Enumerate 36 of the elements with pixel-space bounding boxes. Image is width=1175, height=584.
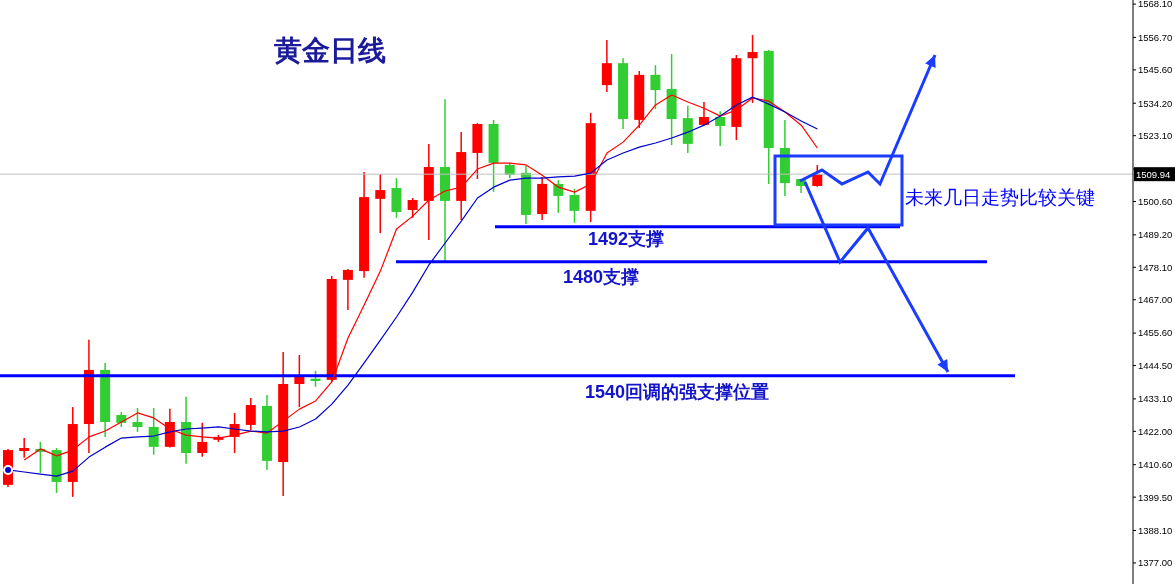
y-tick-label: 1388.10 [1138,524,1173,536]
y-tick-label: 1568.10 [1138,0,1173,10]
candlestick [245,397,256,431]
candlestick [294,354,305,408]
candlestick [407,197,418,219]
annotation: 未来几日走势比较关键 [905,186,1095,210]
candlestick [650,64,661,110]
candlestick [391,177,402,219]
y-tick-label: 1422.00 [1138,425,1173,437]
y-tick-label: 1556.70 [1138,31,1173,43]
y-tick-label: 1534.20 [1138,97,1173,109]
candlestick [197,422,208,458]
y-tick-label: 1455.60 [1138,327,1173,339]
ref-line-label: 1492支撑 [587,228,665,249]
y-tick-label: 1500.60 [1138,195,1173,207]
y-tick-label: 1433.10 [1138,393,1173,405]
candlestick [132,407,143,433]
y-tick-label: 1399.50 [1138,491,1173,503]
ref-line-label: 1480支撑 [562,266,640,287]
y-tick-label: 1478.10 [1138,261,1173,273]
y-tick-label: 1489.20 [1138,229,1173,241]
candlestick [342,268,353,311]
y-tick-label: 1377.00 [1138,557,1173,569]
y-tick-label: 1545.60 [1138,64,1173,76]
ref-line-label: 1509.94 [1136,169,1171,181]
y-tick-label: 1444.50 [1138,359,1173,371]
y-tick-label: 1523.10 [1138,130,1173,142]
text: 黄金日线 [274,34,386,68]
ref-line-label: 1540回调的强支撑位置 [584,381,770,402]
candlestick [375,173,386,234]
y-tick-label: 1467.00 [1138,294,1173,306]
candlestick [148,407,159,456]
candlestick [569,188,580,224]
y-tick-label: 1410.60 [1138,459,1173,471]
candlestick [715,110,726,147]
candlestick [601,39,612,93]
